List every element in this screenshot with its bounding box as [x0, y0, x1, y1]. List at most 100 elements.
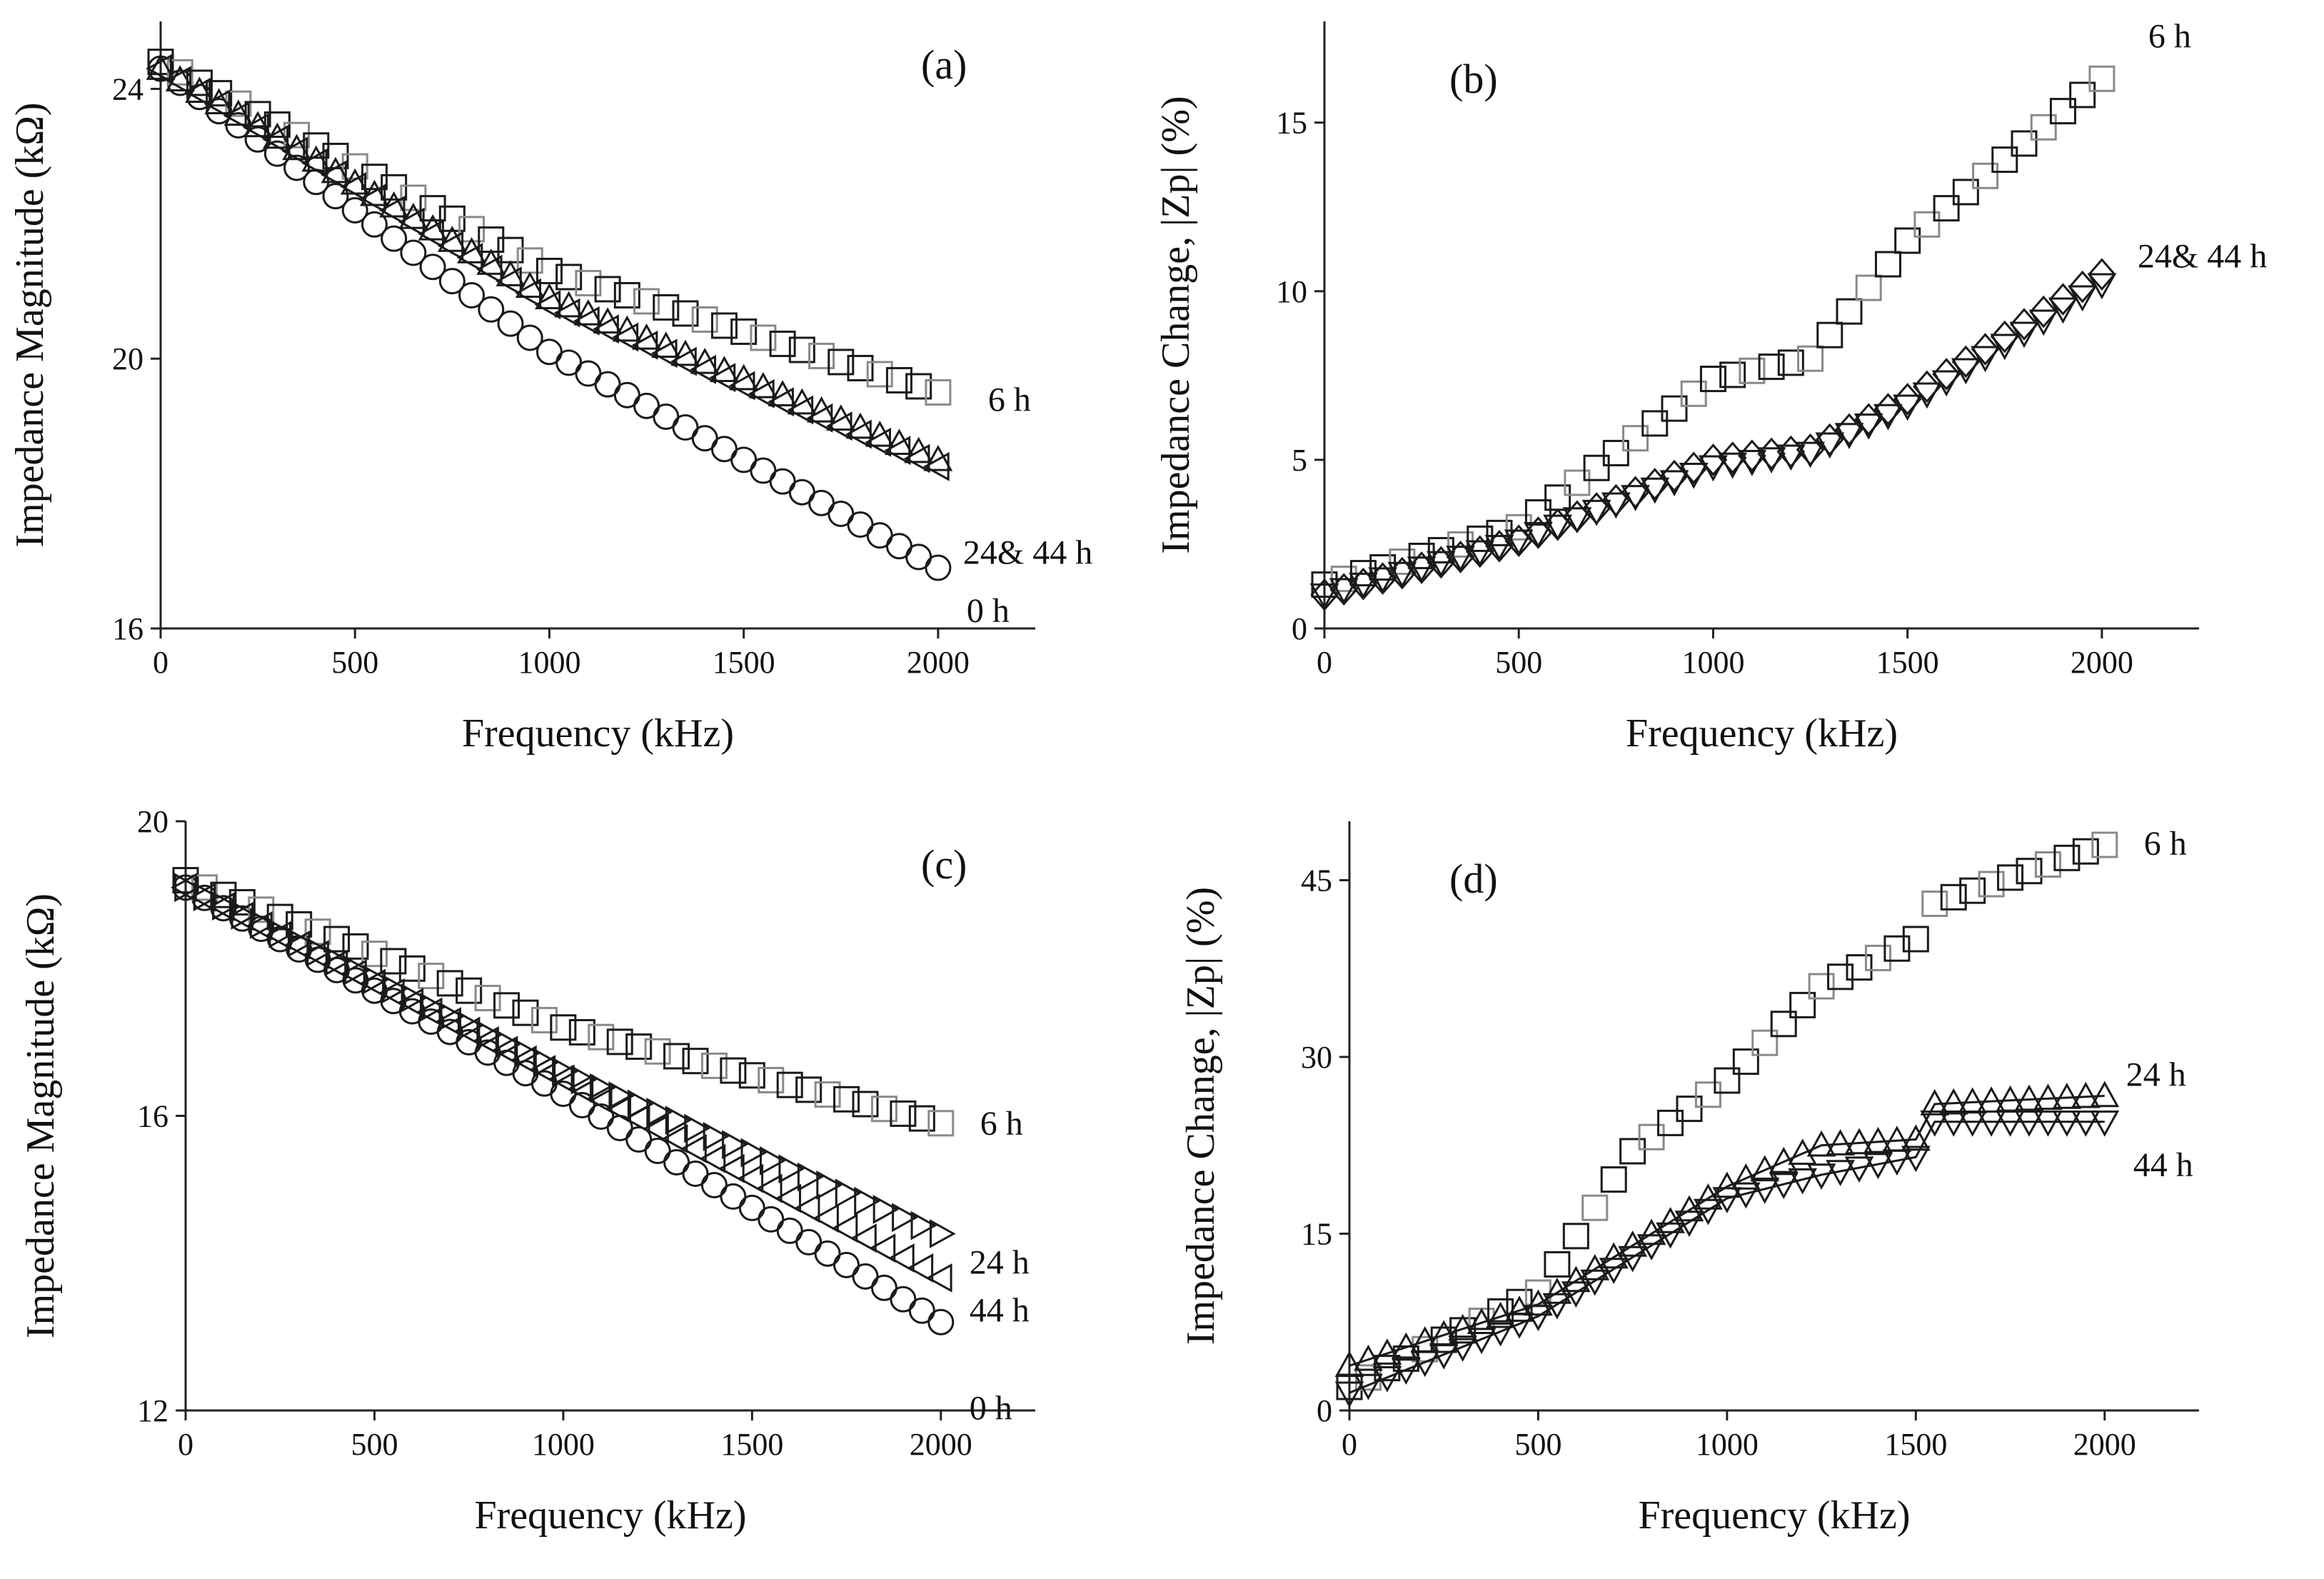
- data-point: [283, 121, 311, 149]
- data-point: [759, 1146, 786, 1176]
- data-point: [672, 300, 699, 327]
- data-point: [929, 1219, 956, 1248]
- data-point: [1446, 546, 1475, 572]
- panel-a: 0 500 1000 1500 2000 16 20 24 Frequency (kHz) Imp…: [8, 21, 1092, 756]
- data-point: [1972, 162, 1999, 189]
- data-point: [1564, 469, 1591, 496]
- data-point: [191, 874, 218, 901]
- data-point: [1699, 366, 1726, 393]
- data-point: [529, 1055, 556, 1084]
- data-point: [567, 1074, 594, 1104]
- x-tick-label: 500: [331, 645, 378, 680]
- data-point: [691, 306, 718, 333]
- series-line: [1349, 1094, 2105, 1367]
- data-point: [361, 211, 388, 238]
- data-point: [1921, 891, 1948, 917]
- data-point: [1562, 1223, 1589, 1250]
- data-point: [496, 266, 522, 296]
- data-point: [2068, 285, 2098, 312]
- data-point: [690, 354, 717, 384]
- data-point: [1602, 439, 1629, 466]
- data-point: [910, 1210, 937, 1240]
- data-point: [1750, 1155, 1780, 1182]
- data-point: [1836, 298, 1863, 325]
- data-point: [644, 1038, 671, 1065]
- panel-label: (d): [1449, 856, 1498, 902]
- data-point: [700, 1052, 728, 1079]
- data-point: [438, 205, 466, 232]
- data-point: [1719, 361, 1746, 389]
- data-point: [1931, 370, 1961, 397]
- data-point: [1990, 334, 2020, 361]
- data-point: [872, 1195, 900, 1224]
- data-point: [1410, 1350, 1440, 1378]
- data-point: [1951, 358, 1981, 385]
- data-point: [1387, 561, 1417, 588]
- data-point: [476, 1020, 503, 1050]
- data-point: [380, 948, 407, 975]
- y-tick-label: 20: [112, 341, 144, 376]
- data-point: [1770, 1011, 1797, 1038]
- data-point: [381, 225, 408, 252]
- data-point: [418, 214, 448, 241]
- data-point: [1407, 556, 1437, 583]
- data-point: [227, 901, 254, 931]
- data-point: [665, 1106, 692, 1136]
- data-point: [1920, 1110, 1950, 1137]
- data-point: [1940, 883, 1967, 911]
- data-point: [814, 1081, 841, 1108]
- data-point: [793, 1193, 820, 1223]
- data-point: [172, 867, 199, 893]
- data-point: [189, 882, 216, 912]
- x-tick-label: 2000: [2071, 645, 2133, 680]
- data-point: [400, 239, 427, 266]
- data-point: [795, 1076, 823, 1103]
- data-point: [632, 323, 661, 350]
- data-point: [1834, 423, 1864, 449]
- data-point: [884, 436, 911, 466]
- y-tick-label: 20: [137, 804, 168, 839]
- data-point: [1676, 1096, 1703, 1123]
- data-point: [740, 1138, 768, 1168]
- data-point: [223, 101, 250, 131]
- data-point: [730, 318, 758, 345]
- data-point: [550, 1081, 577, 1108]
- data-point: [174, 873, 201, 903]
- data-point: [1913, 211, 1941, 238]
- data-point: [476, 249, 506, 275]
- data-point: [1712, 1187, 1742, 1213]
- data-point: [575, 269, 602, 296]
- data-point: [905, 373, 932, 400]
- data-point: [1996, 1110, 2025, 1137]
- y-axis-title: Impedance Magnitude (kΩ): [8, 102, 52, 547]
- data-point: [491, 1036, 518, 1066]
- data-point: [400, 184, 427, 211]
- data-point: [1599, 1258, 1629, 1284]
- data-point: [728, 371, 755, 401]
- x-tick-label: 1500: [713, 645, 775, 680]
- y-tick-label: 45: [1301, 863, 1332, 898]
- data-point: [1853, 413, 1883, 440]
- data-point: [344, 956, 371, 986]
- y-tick-label: 12: [137, 1393, 168, 1428]
- data-point: [925, 379, 952, 406]
- data-point: [323, 926, 351, 953]
- data-point: [1959, 877, 1986, 904]
- data-point: [737, 1163, 764, 1193]
- y-tick-label: 10: [1276, 274, 1307, 309]
- data-point: [778, 1154, 805, 1184]
- data-point: [303, 132, 330, 159]
- data-point: [787, 388, 817, 415]
- data-point: [808, 342, 835, 369]
- x-tick-label: 1000: [518, 645, 580, 680]
- data-point: [1846, 954, 1873, 981]
- data-point: [650, 339, 678, 369]
- data-point: [243, 113, 269, 143]
- data-point: [720, 1057, 747, 1084]
- data-point: [1329, 578, 1359, 605]
- data-point: [1618, 1245, 1648, 1273]
- data-point: [1600, 1166, 1627, 1193]
- data-point: [612, 322, 639, 352]
- data-point: [768, 380, 798, 407]
- y-tick-label: 0: [1292, 611, 1307, 646]
